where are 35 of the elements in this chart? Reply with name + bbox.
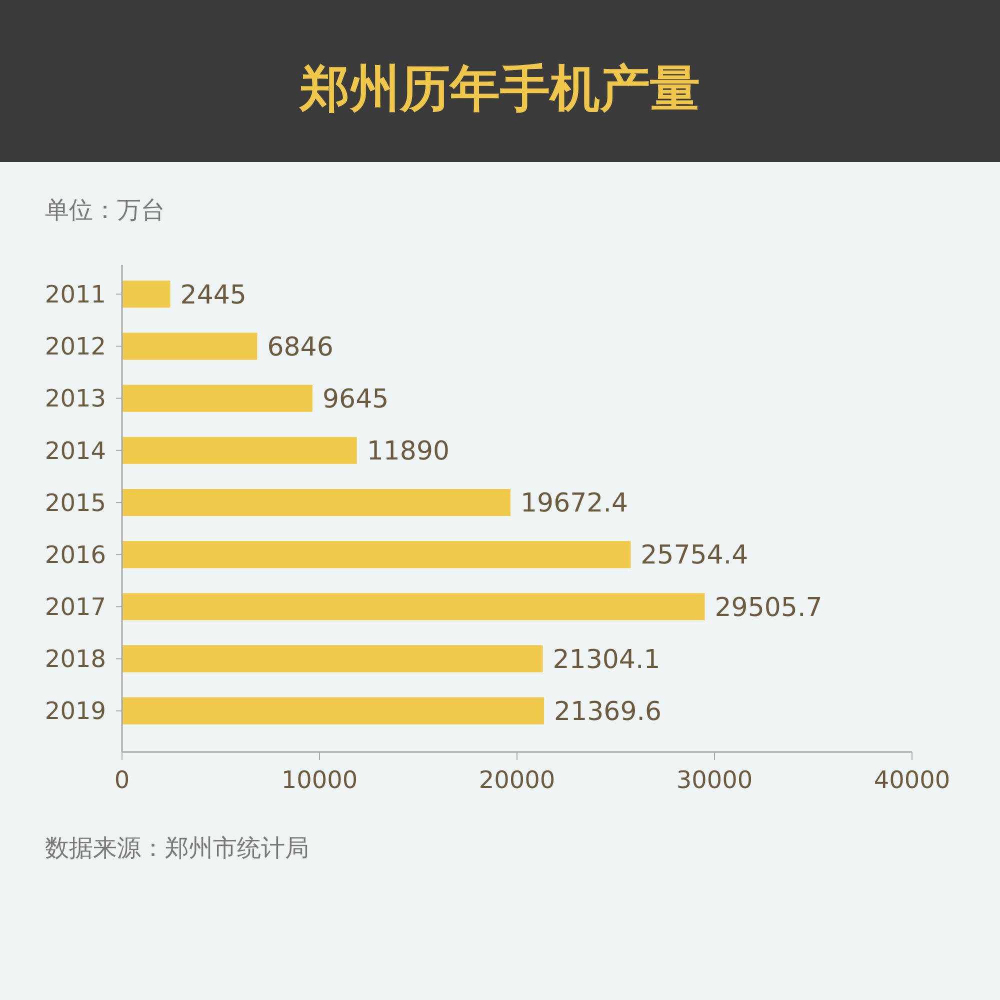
- chart-title: 郑州历年手机产量: [298, 60, 700, 118]
- y-tick-label: 2019: [44, 697, 106, 726]
- y-tick-label: 2012: [44, 332, 106, 361]
- data-label: 9645: [322, 384, 389, 414]
- y-axis-title: 单位：万台: [45, 196, 165, 224]
- x-tick-label: 20000: [478, 766, 556, 794]
- bar: [122, 645, 543, 672]
- y-tick-label: 2014: [44, 436, 106, 465]
- data-label: 21369.6: [554, 696, 662, 727]
- data-label: 25754.4: [640, 540, 748, 571]
- data-label: 6846: [267, 332, 334, 362]
- x-tick-label: 0: [114, 766, 130, 794]
- y-tick-label: 2013: [44, 384, 106, 413]
- y-tick-label: 2017: [44, 593, 106, 622]
- x-tick-label: 30000: [676, 766, 753, 794]
- source-note: 数据来源：郑州市统计局: [45, 834, 309, 862]
- x-tick-label: 40000: [874, 766, 950, 794]
- data-label: 21304.1: [552, 644, 660, 675]
- y-tick-label: 2015: [44, 488, 106, 517]
- y-tick-label: 2018: [44, 645, 106, 674]
- y-tick-label: 2016: [44, 540, 106, 569]
- data-label: 11890: [366, 436, 450, 467]
- bar: [122, 697, 544, 724]
- x-tick-label: 10000: [281, 766, 358, 794]
- data-label: 19672.4: [520, 488, 628, 519]
- bar: [122, 593, 705, 620]
- y-tick-label: 2011: [44, 280, 106, 309]
- bar: [122, 280, 170, 308]
- bar: [122, 436, 357, 464]
- data-label: 29505.7: [714, 592, 822, 623]
- data-label: 2445: [180, 280, 246, 310]
- bar: [122, 384, 312, 412]
- bar: [122, 332, 258, 360]
- bar: [122, 541, 631, 568]
- bar: [122, 488, 511, 516]
